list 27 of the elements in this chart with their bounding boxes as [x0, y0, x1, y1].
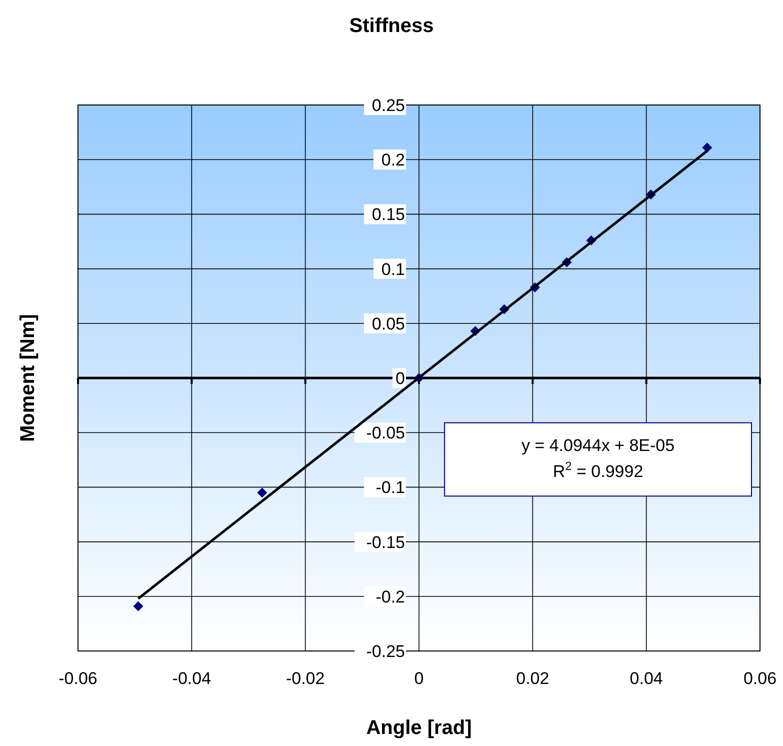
y-tick-label: -0.2 — [376, 587, 405, 606]
point — [257, 488, 268, 498]
y-tick-label: 0 — [396, 369, 405, 388]
y-tick-label: -0.1 — [376, 478, 405, 498]
x-tick-label: -0.06 — [58, 669, 98, 688]
point — [133, 601, 144, 612]
x-axis-title: Angle [rad] — [366, 717, 472, 739]
y-tick-label: -0.25 — [366, 642, 405, 661]
x-tick-label: 0.02 — [516, 669, 550, 688]
y-tick-label: -0.05 — [366, 424, 405, 443]
x-tick-label: -0.04 — [172, 669, 212, 688]
y-tick-label: 0.15 — [372, 205, 405, 224]
y-tick-label: 0.1 — [381, 260, 405, 279]
y-tick-label: 0.05 — [372, 314, 405, 334]
chart-title: Stiffness — [349, 15, 434, 37]
x-tick-label: 0.06 — [743, 669, 777, 688]
x-tick-label: 0.04 — [630, 669, 663, 688]
annotation: y = 4.0944x + 8E-05 — [521, 436, 675, 455]
y-tick-label: 0.2 — [381, 150, 405, 170]
point — [702, 142, 712, 153]
y-tick-label: -0.15 — [366, 532, 405, 552]
y-tick-label: 0.25 — [372, 96, 405, 115]
y-axis-title: Moment [Nm] — [17, 314, 39, 442]
x-tick-label: 0 — [414, 669, 424, 688]
equation-box: y = 4.0944x + 8E-05 R$^{2}$ = 0.9992 — [444, 422, 752, 497]
annotation: R$^{2}$ = 0.9992 — [552, 458, 644, 481]
x-tick-label: -0.02 — [286, 669, 325, 688]
